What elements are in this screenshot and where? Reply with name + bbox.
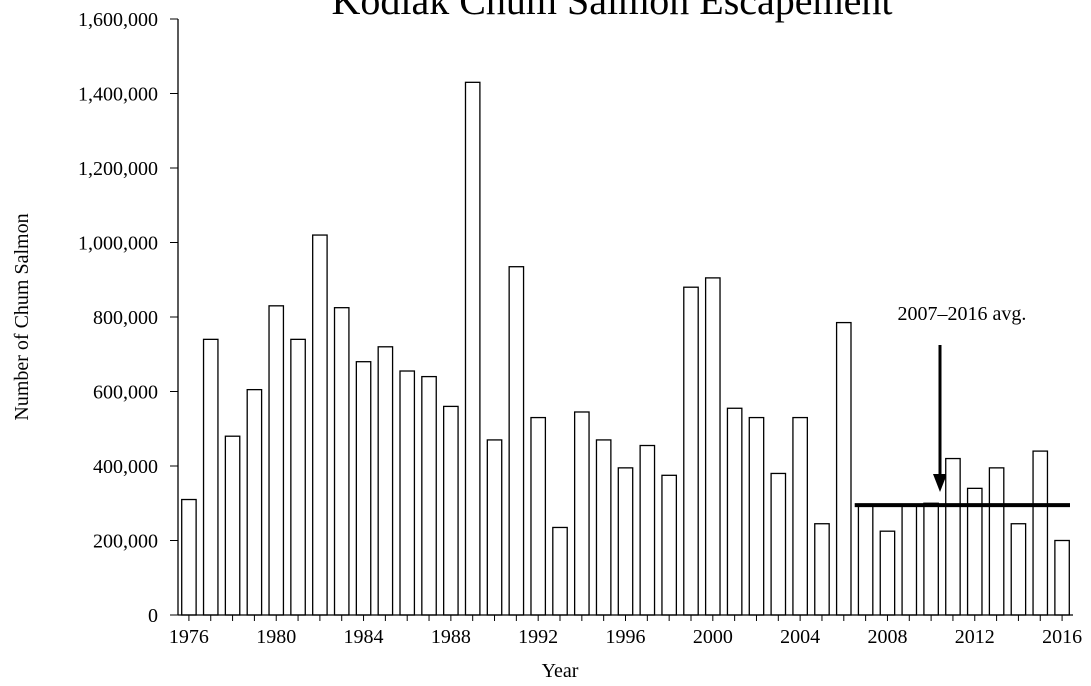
bar — [704, 277, 721, 616]
x-tick-label: 2008 — [867, 626, 907, 648]
x-tick-label: 1992 — [518, 626, 558, 648]
bar — [661, 474, 678, 616]
x-tick-label: 2004 — [780, 626, 820, 648]
bar — [726, 407, 743, 616]
bar — [290, 338, 306, 616]
x-tick-label: 1976 — [169, 626, 209, 648]
x-tick-label: 2016 — [1042, 626, 1082, 648]
bar — [181, 498, 197, 616]
bar — [246, 388, 263, 616]
bar — [464, 81, 481, 616]
bar — [814, 523, 830, 616]
annotation: 2007–2016 avg. — [898, 303, 1027, 325]
bar — [792, 416, 808, 616]
bar — [857, 504, 874, 616]
y-tick-label: 1,600,000 — [78, 9, 158, 31]
bar — [1010, 523, 1027, 616]
y-tick-label: 1,200,000 — [78, 158, 158, 180]
bar — [552, 526, 568, 616]
bar — [486, 439, 503, 616]
bar — [923, 502, 939, 616]
x-tick-label: 1980 — [256, 626, 296, 648]
bar — [879, 530, 896, 616]
bar — [1032, 450, 1049, 616]
bar — [573, 411, 590, 616]
bar — [945, 457, 961, 616]
bar — [966, 487, 983, 616]
bar — [595, 439, 612, 616]
bar — [377, 346, 394, 616]
x-tick-label: 2012 — [955, 626, 995, 648]
bar — [1054, 539, 1070, 616]
x-tick-label: 1996 — [606, 626, 646, 648]
y-tick-label: 1,400,000 — [78, 84, 158, 106]
bar — [399, 370, 416, 616]
x-tick-label: 1984 — [344, 626, 384, 648]
y-tick-label: 1,000,000 — [78, 233, 158, 255]
bar — [312, 234, 328, 616]
y-tick-label: 800,000 — [93, 307, 158, 329]
bar — [355, 361, 372, 616]
x-axis-label: Year — [542, 660, 579, 682]
bar — [508, 266, 525, 616]
x-tick-label: 1988 — [431, 626, 471, 648]
bar — [617, 467, 634, 616]
y-tick-label: 400,000 — [93, 456, 158, 478]
bar — [770, 472, 787, 616]
bar — [901, 504, 918, 616]
y-tick-label: 200,000 — [93, 531, 158, 553]
bar — [530, 416, 547, 616]
bar — [639, 444, 656, 616]
bar — [268, 305, 285, 616]
bar — [988, 467, 1005, 616]
bar — [835, 321, 852, 616]
bar — [443, 405, 459, 616]
bar — [683, 286, 699, 616]
annotation-arrowhead — [933, 474, 947, 492]
x-tick-label: 2000 — [693, 626, 733, 648]
bar — [224, 435, 241, 616]
bar — [333, 307, 350, 616]
y-tick-label: 600,000 — [93, 382, 158, 404]
bar — [748, 416, 765, 616]
chart-title: Kodiak Chum Salmon Escapement — [331, 0, 892, 23]
y-axis-label: Number of Chum Salmon — [11, 213, 33, 420]
bar — [421, 375, 437, 616]
bar — [202, 338, 219, 616]
y-tick-label: 0 — [148, 605, 158, 627]
